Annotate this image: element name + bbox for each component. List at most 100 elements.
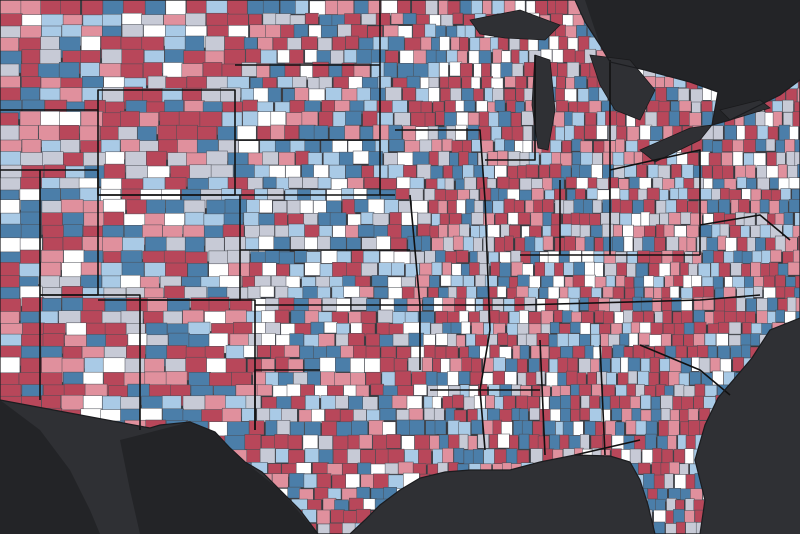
county [615, 138, 625, 154]
county [371, 275, 389, 287]
county [333, 76, 350, 90]
county [246, 310, 262, 324]
county [662, 323, 675, 335]
county [299, 124, 316, 141]
county [510, 250, 522, 264]
county [550, 224, 561, 238]
county [256, 384, 273, 397]
county [566, 370, 578, 386]
county [317, 212, 332, 227]
county [290, 236, 306, 251]
county [317, 177, 332, 189]
county [346, 262, 362, 278]
county [467, 124, 480, 142]
county [331, 474, 348, 491]
county [348, 76, 363, 89]
county [362, 250, 380, 264]
county [710, 262, 721, 279]
county [660, 333, 672, 349]
county [675, 521, 686, 534]
county [590, 435, 604, 450]
county [482, 165, 495, 179]
county [792, 225, 800, 238]
county [497, 433, 511, 449]
county [545, 372, 559, 388]
county [683, 322, 695, 336]
county [732, 139, 744, 154]
county [450, 87, 462, 103]
county [653, 474, 666, 490]
county [447, 420, 461, 437]
county [681, 396, 694, 411]
county [560, 395, 572, 410]
county [685, 435, 697, 450]
county [578, 384, 592, 397]
county [544, 262, 556, 278]
county [635, 384, 645, 397]
county [750, 225, 761, 238]
county [543, 420, 556, 436]
county [471, 0, 483, 15]
county [589, 213, 601, 227]
county [584, 420, 596, 436]
county [698, 262, 711, 278]
county [257, 345, 271, 358]
county [299, 345, 315, 361]
county [519, 310, 529, 325]
county [408, 408, 424, 421]
county [605, 420, 617, 437]
county [423, 344, 436, 360]
county [363, 498, 377, 510]
county [292, 76, 307, 88]
county [317, 37, 333, 52]
county [299, 199, 314, 214]
county [259, 199, 273, 214]
county [475, 274, 487, 288]
county [306, 251, 321, 264]
county [494, 99, 506, 112]
county [635, 420, 648, 436]
county [424, 112, 436, 127]
county [422, 297, 436, 311]
county [712, 125, 724, 140]
county [623, 236, 634, 252]
county [757, 177, 770, 191]
county [470, 76, 481, 90]
county [400, 276, 416, 289]
county [549, 163, 563, 180]
county [613, 224, 623, 238]
county [446, 125, 456, 142]
county [693, 177, 705, 190]
county [259, 285, 275, 298]
county [500, 62, 513, 78]
county [587, 177, 598, 189]
county [406, 75, 421, 90]
county [336, 323, 350, 336]
county [604, 263, 617, 277]
county [507, 334, 518, 350]
county [378, 395, 394, 411]
county [744, 125, 758, 140]
county [472, 449, 484, 465]
county [473, 395, 486, 409]
county [321, 100, 336, 113]
county [461, 357, 472, 372]
county [562, 421, 574, 437]
county [746, 177, 757, 191]
county [578, 358, 592, 375]
county [553, 111, 565, 128]
county [331, 285, 346, 300]
county [351, 420, 368, 438]
county [488, 112, 499, 128]
county [531, 178, 544, 190]
county [401, 286, 416, 301]
county [265, 24, 281, 39]
county [712, 276, 724, 290]
county [471, 321, 484, 336]
county [782, 251, 796, 264]
county [402, 87, 416, 101]
county [611, 198, 621, 214]
county [792, 111, 800, 127]
